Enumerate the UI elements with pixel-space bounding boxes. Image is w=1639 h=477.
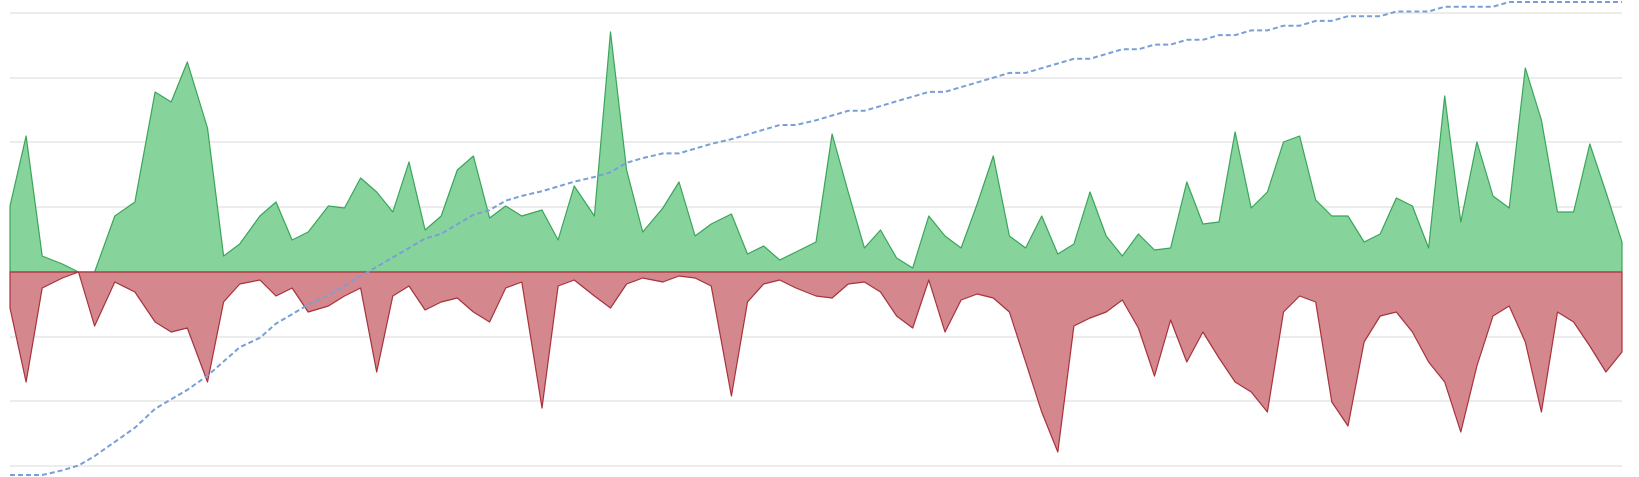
chart-areas: [9, 31, 1623, 453]
cumulative-dashed-line: [10, 1, 1622, 476]
positive-area: [9, 31, 1623, 273]
chart-lines: [10, 1, 1622, 476]
negative-area: [9, 271, 1623, 453]
